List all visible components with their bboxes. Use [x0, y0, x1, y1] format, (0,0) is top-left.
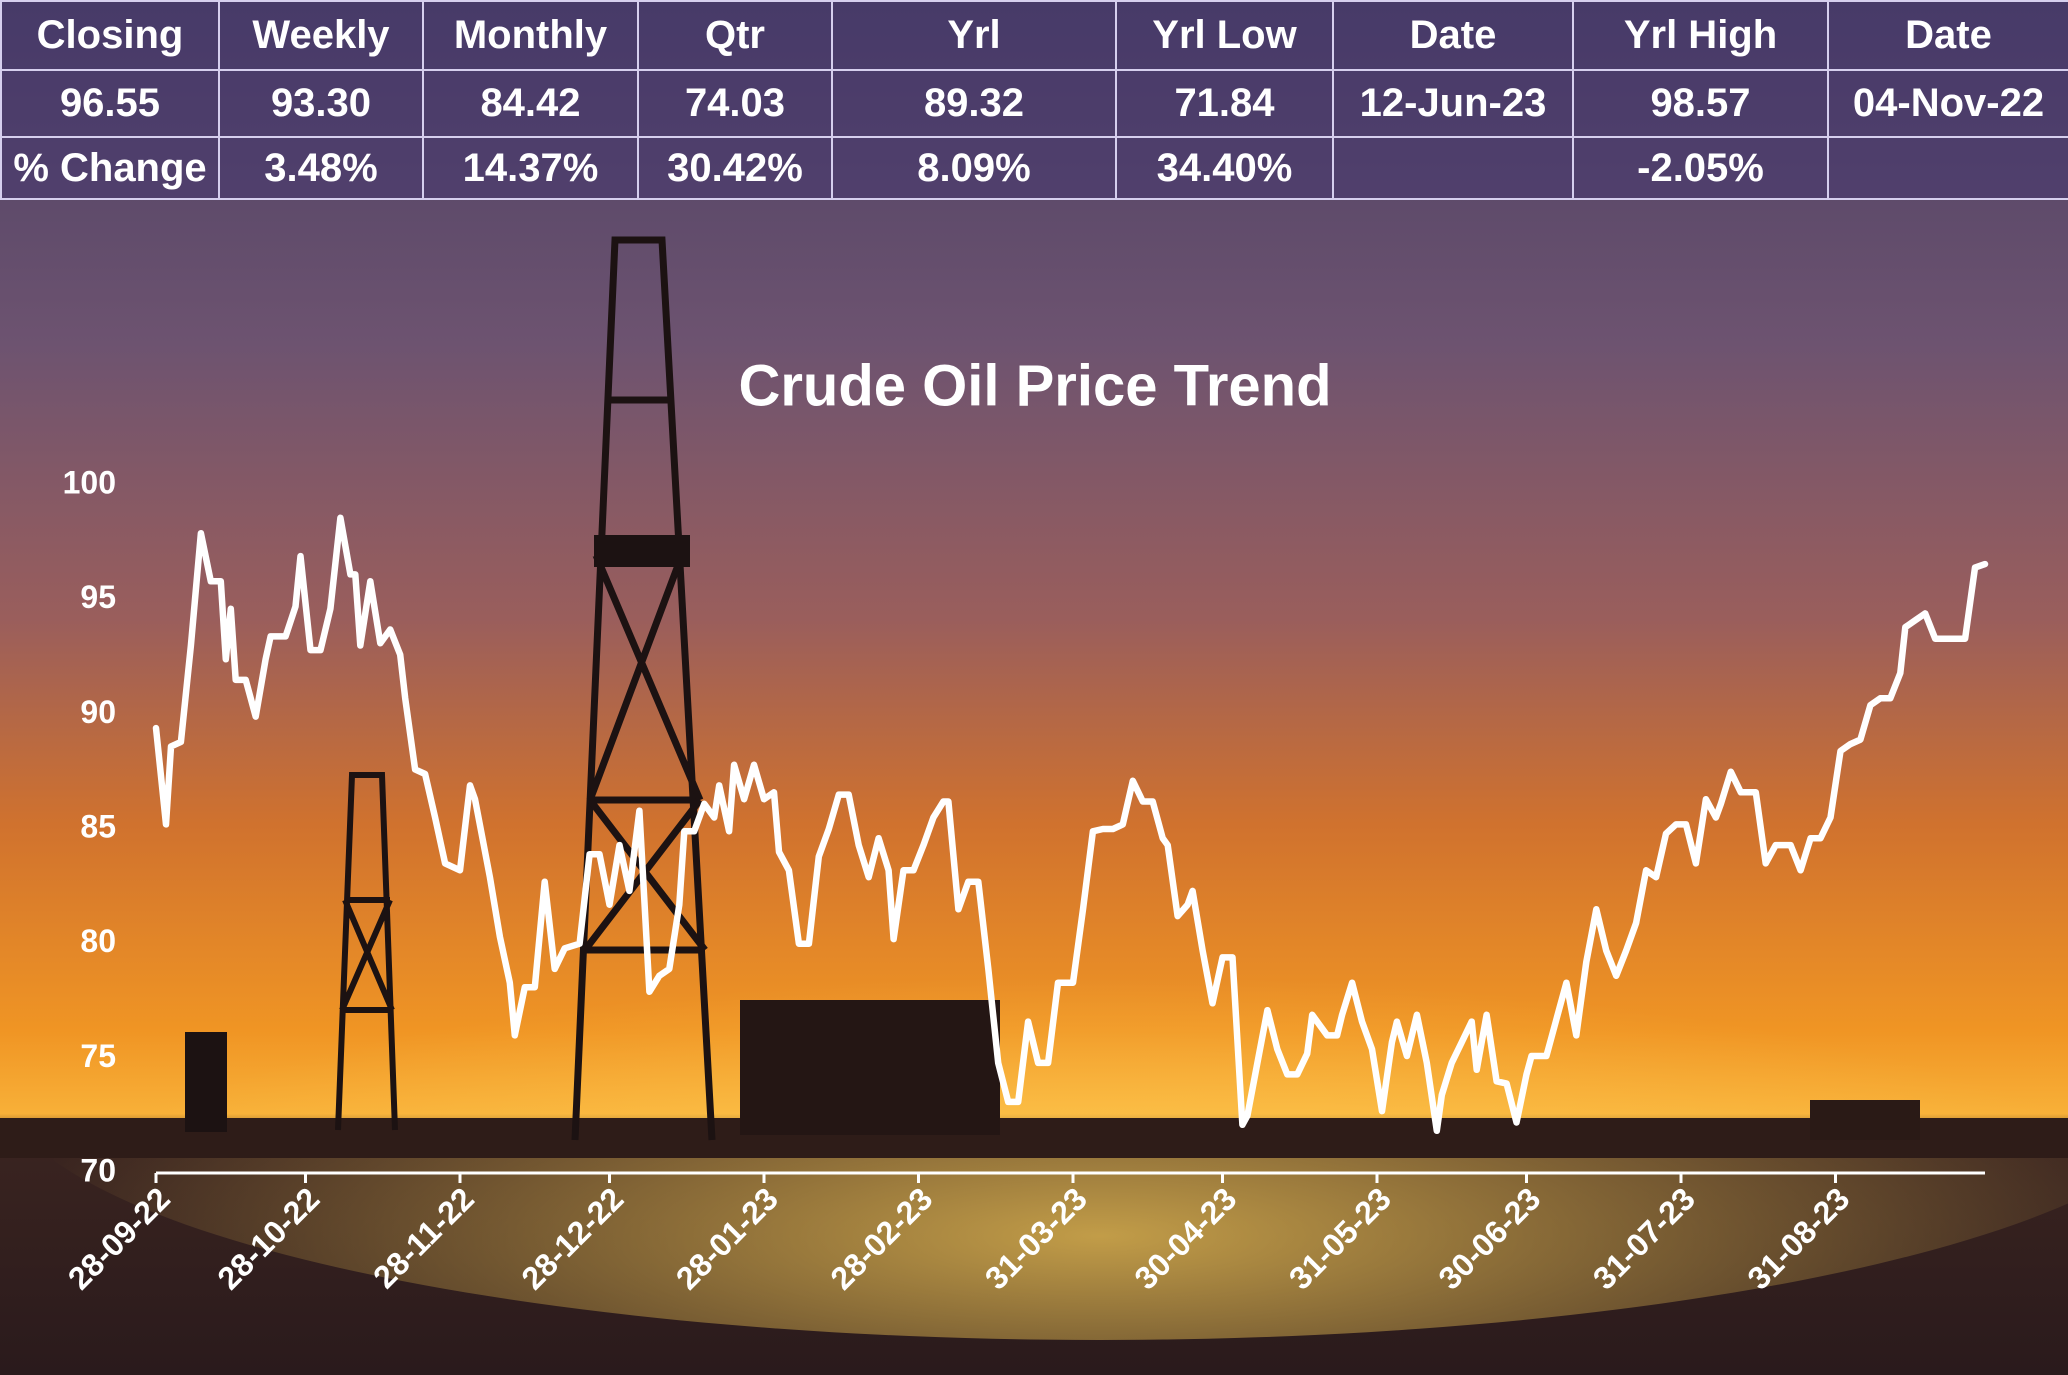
table-cell: 04-Nov-22 — [1827, 69, 2068, 138]
y-tick-label: 95 — [80, 579, 116, 615]
table-cell: 8.09% — [831, 136, 1117, 200]
price-line — [152, 514, 1989, 1135]
building — [1810, 1100, 1920, 1140]
table-cell: 98.57 — [1572, 69, 1829, 138]
table-cell: % Change — [0, 136, 220, 200]
table-cell: 34.40% — [1115, 136, 1334, 200]
horizon — [0, 1118, 2068, 1158]
chart-title: Crude Oil Price Trend — [738, 353, 1331, 418]
tank — [185, 1032, 227, 1132]
x-tick-label: 31-08-23 — [1740, 1180, 1856, 1296]
x-tick-label: 31-05-23 — [1282, 1180, 1398, 1296]
table-cell: Date — [1332, 0, 1574, 71]
x-tick-label: 28-09-22 — [61, 1180, 177, 1296]
table-cell: Qtr — [637, 0, 833, 71]
table-cell: 14.37% — [422, 136, 639, 200]
table-cell: 74.03 — [637, 69, 833, 138]
table-cell: 93.30 — [218, 69, 424, 138]
table-cell: 12-Jun-23 — [1332, 69, 1574, 138]
y-tick-label: 75 — [80, 1038, 116, 1074]
table-cell: 89.32 — [831, 69, 1117, 138]
table-cell — [1332, 136, 1574, 200]
x-tick-label: 28-10-22 — [210, 1180, 326, 1296]
sun-glow — [0, 820, 2068, 1340]
table-cell: 84.42 — [422, 69, 639, 138]
table-cell: Yrl — [831, 0, 1117, 71]
table-cell: -2.05% — [1572, 136, 1829, 200]
y-tick-label: 90 — [80, 694, 116, 730]
table-cell — [1827, 136, 2068, 200]
table-cell: 96.55 — [0, 69, 220, 138]
y-tick-label: 85 — [80, 808, 116, 844]
table-row: 96.55 93.30 84.42 74.03 89.32 71.84 12-Jun-23 9… — [0, 69, 2068, 138]
table-cell: 3.48% — [218, 136, 424, 200]
x-tick-label: 28-01-23 — [669, 1180, 785, 1296]
table-cell: Yrl Low — [1115, 0, 1334, 71]
table-cell: Date — [1827, 0, 2068, 71]
derrick-platform — [594, 535, 690, 567]
y-tick-label: 70 — [80, 1152, 116, 1188]
rig-base — [740, 1000, 1000, 1135]
x-tick-label: 28-11-22 — [366, 1180, 481, 1295]
table-cell: Closing — [0, 0, 220, 71]
small-rig — [335, 772, 398, 1131]
table-row: Closing Weekly Monthly Qtr Yrl Yrl Low Date Yrl… — [0, 0, 2068, 71]
y-tick-label: 100 — [63, 464, 116, 500]
x-tick-label: 31-07-23 — [1586, 1180, 1702, 1296]
x-tick-label: 30-06-23 — [1431, 1180, 1547, 1296]
table-row: % Change 3.48% 14.37% 30.42% 8.09% 34.40% -2.0… — [0, 136, 2068, 200]
stats-table: Closing Weekly Monthly Qtr Yrl Yrl Low Date Yrl… — [0, 0, 2068, 200]
table-cell: 30.42% — [637, 136, 833, 200]
table-cell: Monthly — [422, 0, 639, 71]
x-tick-label: 28-12-22 — [514, 1180, 630, 1296]
x-tick-label: 28-02-23 — [823, 1180, 939, 1296]
x-tick-label: 30-04-23 — [1127, 1180, 1243, 1296]
table-cell: Yrl High — [1572, 0, 1829, 71]
table-cell: Weekly — [218, 0, 424, 71]
table-cell: 71.84 — [1115, 69, 1334, 138]
y-tick-label: 80 — [80, 923, 116, 959]
x-tick-label: 31-03-23 — [978, 1180, 1094, 1296]
